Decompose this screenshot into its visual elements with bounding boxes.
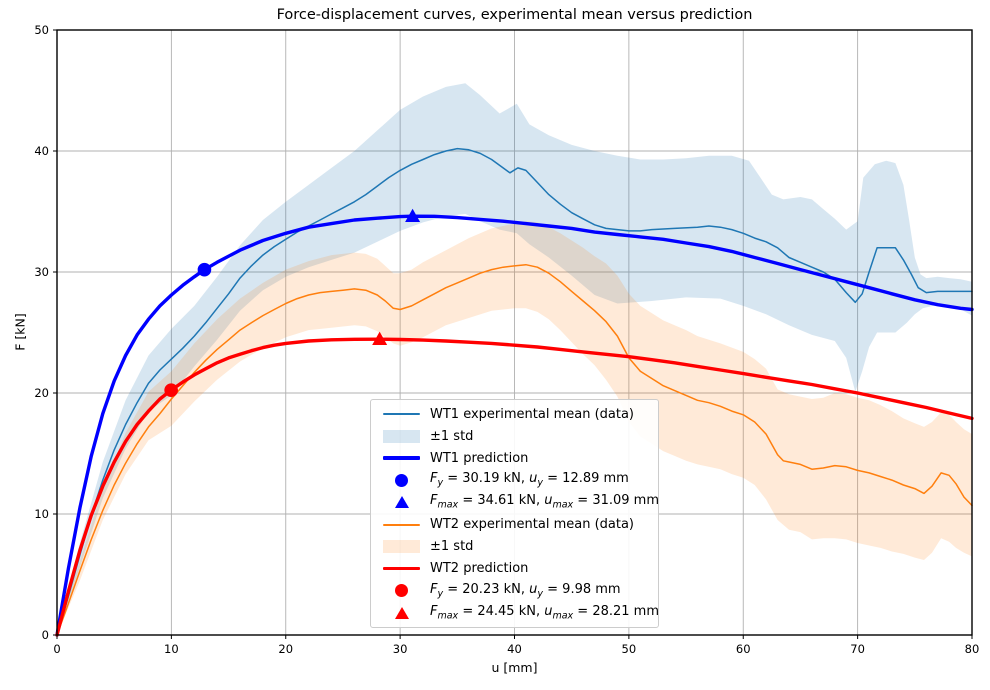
legend-label: WT1 experimental mean (data) [430, 406, 635, 422]
legend-circle-marker-swatch [383, 473, 420, 487]
std-band [57, 221, 972, 635]
circle-icon [395, 584, 408, 598]
y-tick-label: 40 [34, 144, 49, 158]
legend-triangle-marker-swatch [383, 606, 420, 619]
legend-line-swatch [383, 523, 420, 526]
data-point-circle [197, 262, 212, 277]
data-point-circle [164, 383, 178, 398]
legend-label: WT2 experimental mean (data) [430, 517, 635, 533]
chart-title: Force-displacement curves, experimental … [276, 7, 753, 23]
legend-triangle-marker-swatch [383, 496, 420, 509]
x-tick-label: 10 [164, 642, 179, 656]
legend-label: ±1 std [430, 539, 474, 555]
legend-patch-swatch [383, 429, 420, 443]
line-swatch-icon [383, 523, 420, 526]
legend: WT1 experimental mean (data) ±1 std WT1 pr… [370, 399, 659, 628]
legend-line-swatch [383, 413, 420, 416]
x-tick-label: 40 [507, 642, 522, 656]
legend-circle-marker-swatch [383, 584, 420, 598]
legend-item: Fy = 20.23 kN, uy = 9.98 mm [375, 580, 654, 602]
legend-line-swatch [383, 566, 420, 571]
y-tick-label: 0 [42, 628, 49, 642]
legend-label: Fy = 30.19 kN, uy = 12.89 mm [430, 471, 629, 489]
legend-item: Fmax = 24.45 kN, umax = 28.21 mm [375, 602, 659, 624]
legend-item: Fmax = 34.61 kN, umax = 31.09 mm [375, 491, 659, 513]
legend-item: WT2 experimental mean (data) [375, 513, 654, 535]
legend-item: WT1 prediction [375, 447, 654, 469]
y-tick-label: 30 [34, 265, 49, 279]
y-tick-label: 50 [34, 23, 49, 37]
data-point-triangle [372, 331, 388, 345]
legend-line-swatch [383, 456, 420, 460]
y-tick-label: 20 [34, 386, 49, 400]
x-tick-label: 60 [736, 642, 751, 656]
x-tick-label: 50 [622, 642, 637, 656]
x-axis-label: u [mm] [491, 660, 538, 675]
data-point-triangle [405, 208, 421, 223]
x-tick-label: 0 [53, 642, 60, 656]
legend-label: Fmax = 34.61 kN, umax = 31.09 mm [430, 493, 660, 511]
legend-label: WT1 prediction [430, 450, 529, 466]
band-swatch-icon [383, 540, 420, 554]
series-line [56, 147, 973, 636]
triangle-icon [394, 496, 409, 509]
triangle-icon [394, 606, 409, 619]
line-swatch-icon [383, 413, 420, 416]
series-line [55, 337, 974, 637]
x-tick-label: 30 [393, 642, 408, 656]
legend-item: ±1 std [375, 425, 654, 447]
legend-item: WT1 experimental mean (data) [375, 403, 654, 425]
x-tick-label: 70 [850, 642, 865, 656]
y-tick-label: 10 [34, 507, 49, 521]
legend-label: Fy = 20.23 kN, uy = 9.98 mm [430, 581, 621, 600]
band-swatch-icon [383, 429, 420, 443]
legend-item: ±1 std [375, 536, 654, 558]
series-line [55, 214, 974, 637]
y-axis-label: F [kN] [12, 313, 28, 351]
std-band [57, 83, 972, 635]
legend-item: Fy = 30.19 kN, uy = 12.89 mm [375, 469, 654, 491]
legend-label: Fmax = 24.45 kN, umax = 28.21 mm [430, 603, 660, 622]
legend-item: WT2 prediction [375, 558, 654, 580]
x-tick-label: 80 [965, 642, 980, 656]
legend-label: WT2 prediction [430, 561, 529, 577]
circle-icon [395, 473, 408, 487]
legend-patch-swatch [383, 540, 420, 554]
line-swatch-icon [383, 566, 420, 571]
series-line [56, 263, 973, 636]
line-swatch-icon [383, 456, 420, 460]
legend-label: ±1 std [430, 428, 474, 444]
x-tick-label: 20 [278, 642, 293, 656]
